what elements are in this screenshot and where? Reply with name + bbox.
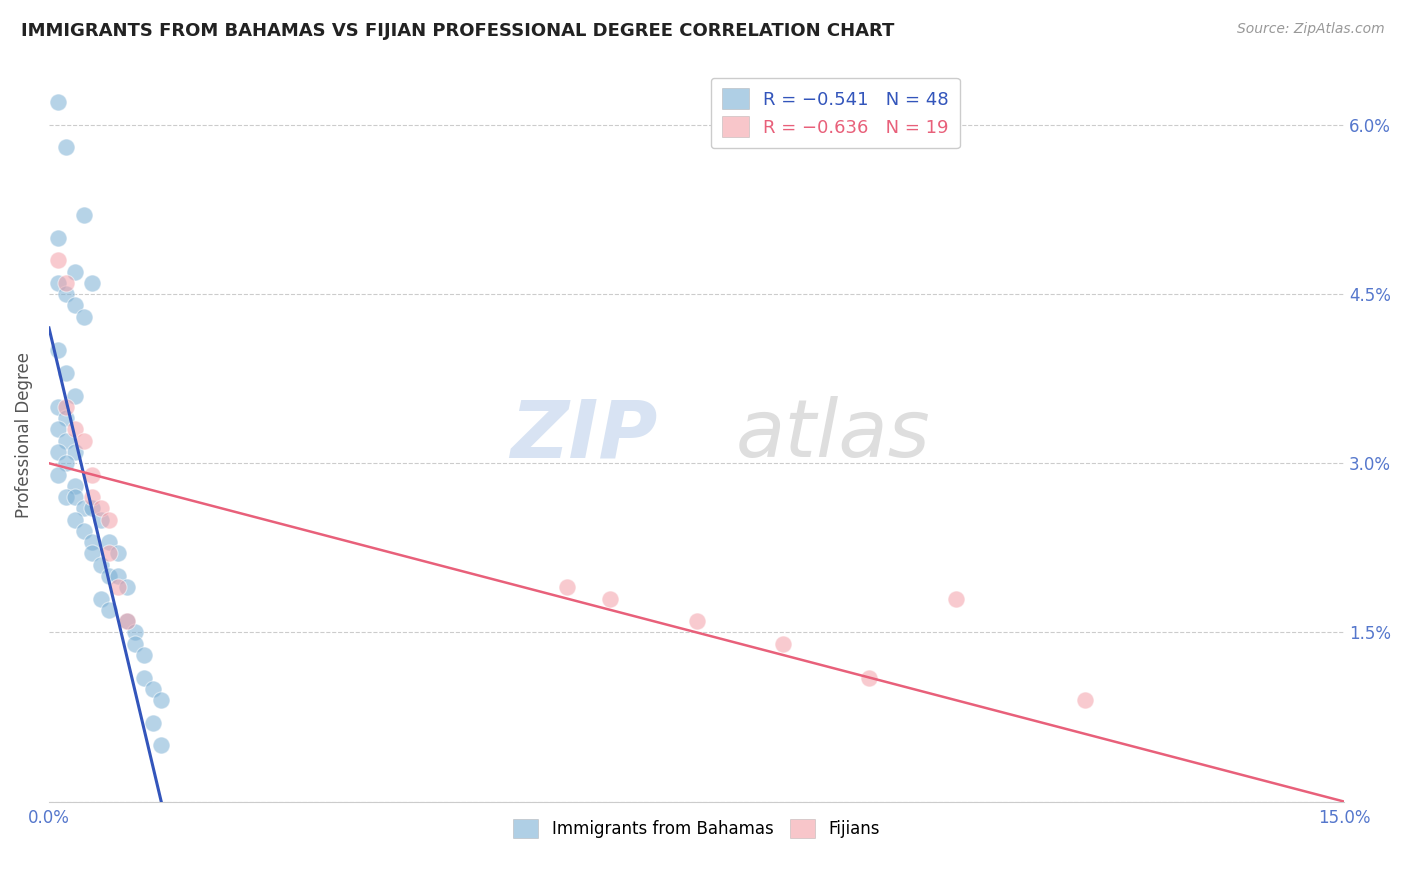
Point xyxy=(46,343,69,358)
Point xyxy=(46,230,69,244)
Point xyxy=(55,456,77,470)
Point xyxy=(98,603,121,617)
Point xyxy=(772,637,794,651)
Point xyxy=(63,388,86,402)
Point xyxy=(132,671,155,685)
Point xyxy=(115,580,138,594)
Point xyxy=(107,546,129,560)
Point xyxy=(46,400,69,414)
Point xyxy=(945,591,967,606)
Point xyxy=(55,366,77,380)
Point xyxy=(150,693,173,707)
Point xyxy=(55,276,77,290)
Point xyxy=(150,738,173,752)
Point xyxy=(142,715,165,730)
Text: IMMIGRANTS FROM BAHAMAS VS FIJIAN PROFESSIONAL DEGREE CORRELATION CHART: IMMIGRANTS FROM BAHAMAS VS FIJIAN PROFES… xyxy=(21,22,894,40)
Point xyxy=(63,479,86,493)
Point xyxy=(98,546,121,560)
Point xyxy=(98,569,121,583)
Point xyxy=(63,445,86,459)
Y-axis label: Professional Degree: Professional Degree xyxy=(15,352,32,518)
Point xyxy=(124,625,146,640)
Legend: Immigrants from Bahamas, Fijians: Immigrants from Bahamas, Fijians xyxy=(506,812,887,845)
Point xyxy=(55,400,77,414)
Point xyxy=(63,490,86,504)
Point xyxy=(55,287,77,301)
Point xyxy=(46,276,69,290)
Point xyxy=(115,614,138,628)
Point xyxy=(90,558,112,572)
Point xyxy=(82,546,104,560)
Point xyxy=(82,276,104,290)
Point xyxy=(82,467,104,482)
Point xyxy=(82,490,104,504)
Point xyxy=(63,513,86,527)
Point xyxy=(107,569,129,583)
Point xyxy=(107,580,129,594)
Point xyxy=(72,434,94,448)
Point xyxy=(46,95,69,110)
Point xyxy=(132,648,155,662)
Point xyxy=(46,445,69,459)
Text: Source: ZipAtlas.com: Source: ZipAtlas.com xyxy=(1237,22,1385,37)
Point xyxy=(1074,693,1097,707)
Point xyxy=(55,434,77,448)
Point xyxy=(90,591,112,606)
Point xyxy=(82,501,104,516)
Point xyxy=(90,513,112,527)
Point xyxy=(82,535,104,549)
Point xyxy=(72,310,94,324)
Point xyxy=(46,422,69,436)
Point xyxy=(72,524,94,538)
Point xyxy=(46,253,69,268)
Text: ZIP: ZIP xyxy=(510,396,658,474)
Point xyxy=(55,411,77,425)
Point xyxy=(63,298,86,312)
Point xyxy=(124,637,146,651)
Point xyxy=(555,580,578,594)
Point xyxy=(858,671,880,685)
Point xyxy=(72,208,94,222)
Point xyxy=(55,490,77,504)
Point xyxy=(115,614,138,628)
Point xyxy=(63,422,86,436)
Point xyxy=(72,501,94,516)
Point xyxy=(55,140,77,154)
Text: atlas: atlas xyxy=(735,396,931,474)
Point xyxy=(90,501,112,516)
Point xyxy=(142,681,165,696)
Point xyxy=(685,614,707,628)
Point xyxy=(46,467,69,482)
Point xyxy=(98,535,121,549)
Point xyxy=(63,264,86,278)
Point xyxy=(599,591,621,606)
Point xyxy=(98,513,121,527)
